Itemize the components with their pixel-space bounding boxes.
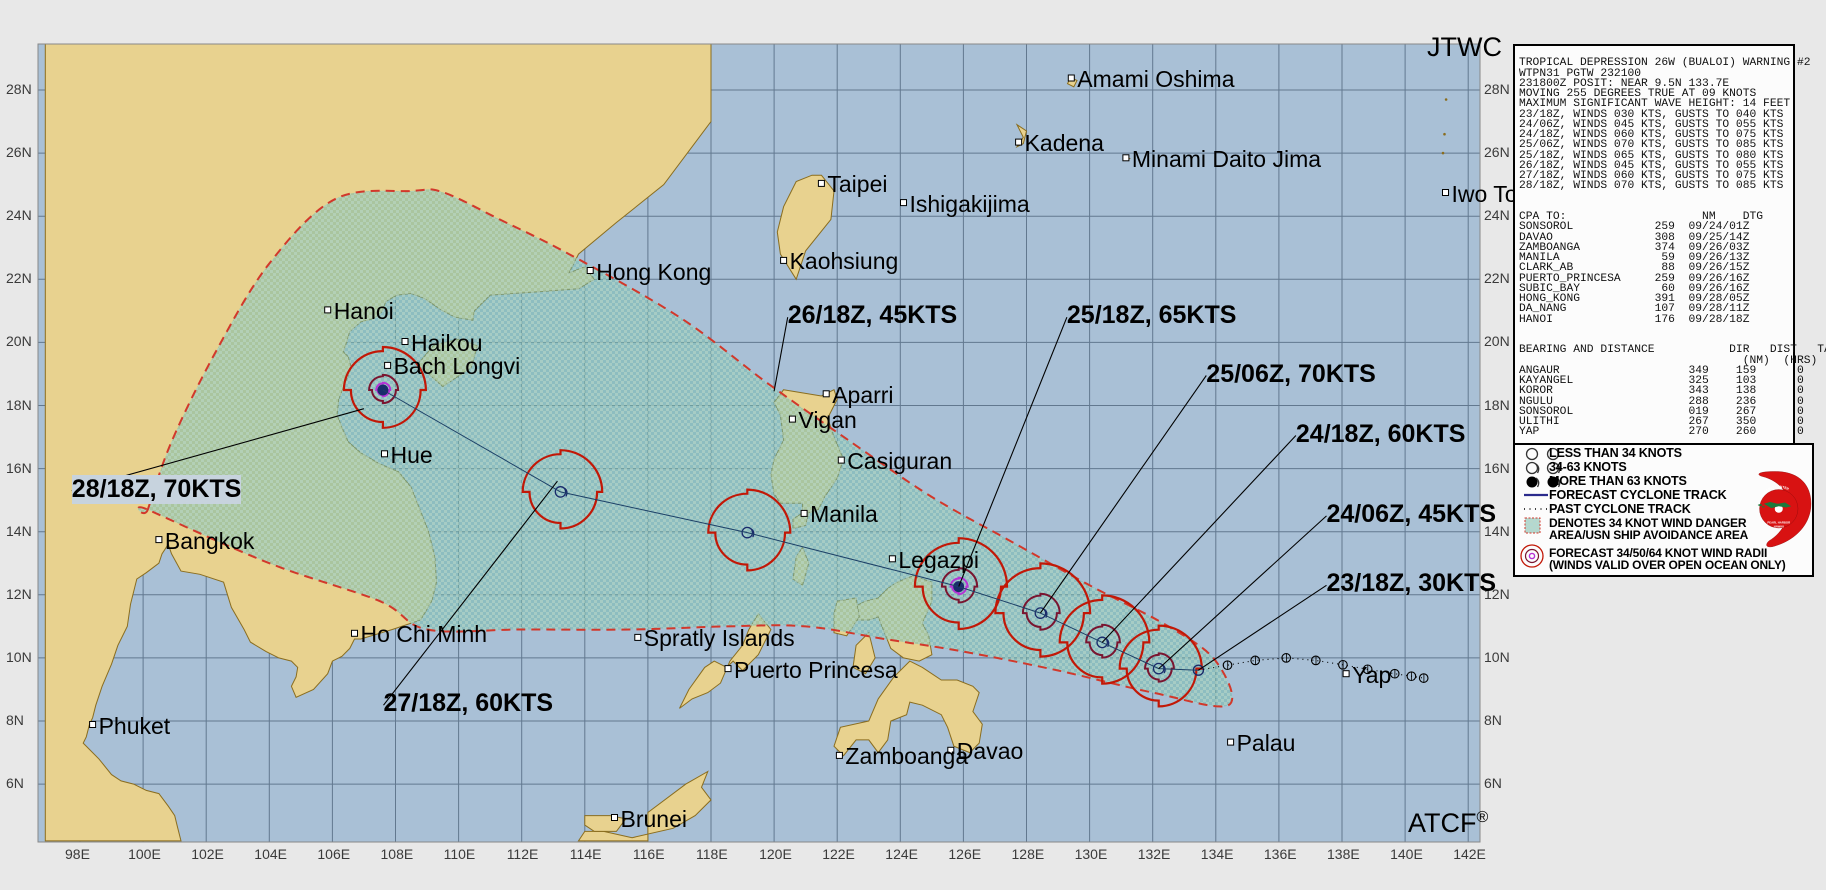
svg-text:HAWAII: HAWAII <box>1774 524 1784 528</box>
